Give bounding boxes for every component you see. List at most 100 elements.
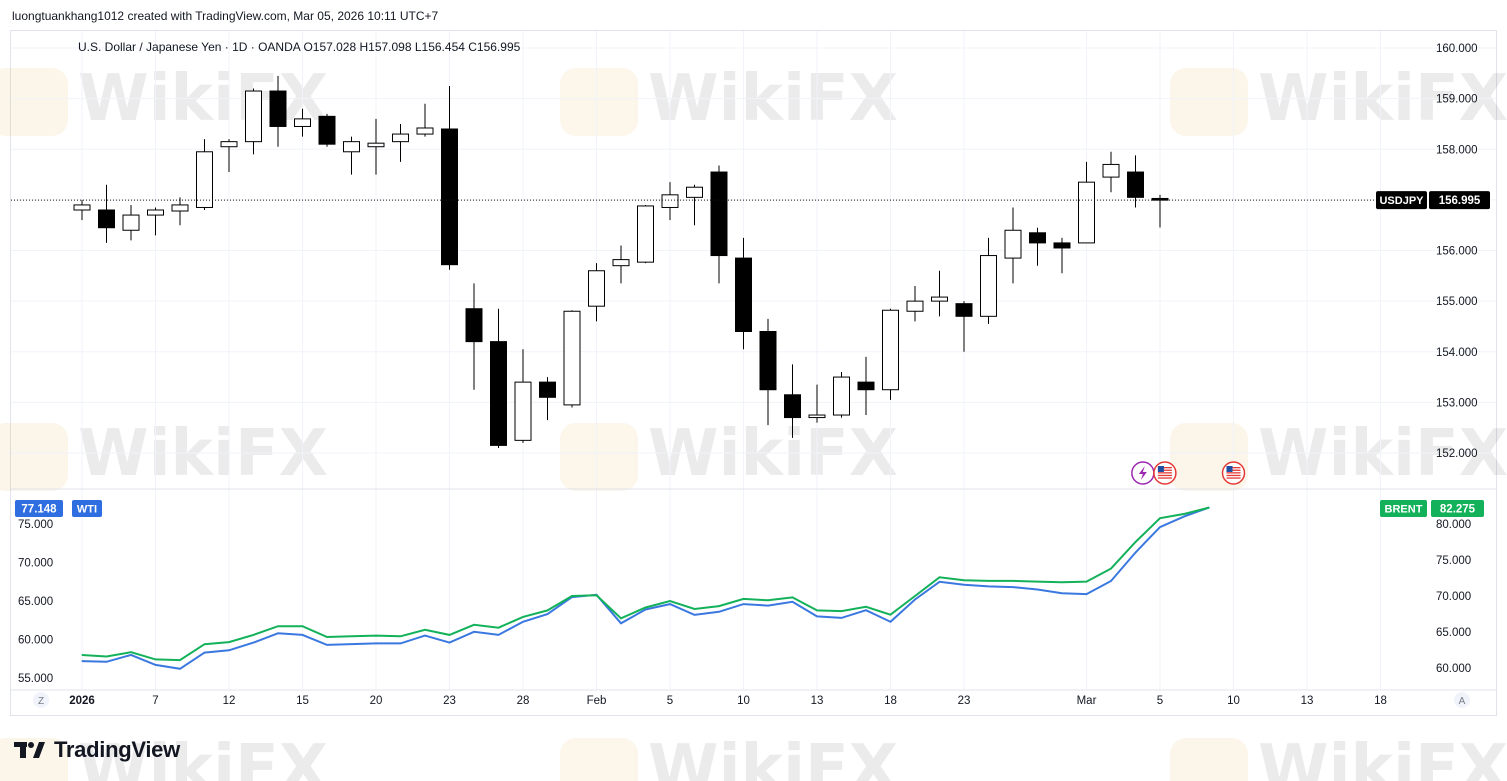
candle[interactable]	[808, 414, 826, 419]
brent-line-point	[179, 659, 181, 661]
us-flag-icon[interactable]	[1221, 461, 1246, 485]
brent-line-point	[1134, 541, 1137, 543]
watermark-badge-icon	[1170, 68, 1248, 136]
candle[interactable]	[588, 270, 605, 307]
candle[interactable]	[857, 381, 875, 391]
candle[interactable]	[612, 259, 630, 267]
price-axis-tick-label: 152.000	[1436, 448, 1478, 460]
candle[interactable]	[465, 308, 483, 343]
candle[interactable]	[637, 205, 654, 263]
brent-line-point	[301, 625, 304, 627]
candle[interactable]	[1127, 171, 1144, 198]
candle[interactable]	[196, 151, 213, 208]
candle[interactable]	[1102, 163, 1120, 178]
watermark-text: WikiFX	[78, 417, 328, 491]
candle[interactable]	[1029, 232, 1046, 244]
wti-line-point	[522, 621, 524, 623]
candle[interactable]	[980, 255, 997, 317]
candle[interactable]	[171, 204, 189, 212]
candle[interactable]	[343, 141, 360, 153]
time-axis-tick-label: Mar	[1077, 695, 1097, 707]
chart-frame	[10, 30, 1497, 716]
wti-line-point	[840, 617, 843, 619]
candle[interactable]	[122, 214, 140, 231]
watermark-badge-icon	[0, 423, 68, 491]
watermark-badge-icon	[560, 68, 638, 136]
wti-line-point	[1061, 592, 1063, 594]
wti-axis-tick-label: 65.000	[18, 596, 53, 608]
candle[interactable]	[955, 303, 973, 317]
wti-line-point	[669, 603, 671, 605]
time-axis-tick-label: 10	[737, 695, 750, 707]
candle[interactable]	[73, 204, 91, 211]
us-flag-icon-stripe	[1226, 467, 1241, 469]
candle[interactable]	[294, 118, 311, 127]
created-by-line: luongtuankhang1012 created with TradingV…	[12, 9, 439, 23]
wti-line-point	[693, 614, 696, 616]
candle[interactable]	[882, 309, 899, 391]
us-flag-icon-stripe	[1226, 474, 1241, 477]
auto-scale-button[interactable]: A	[1454, 692, 1470, 708]
candle[interactable]	[784, 394, 801, 419]
wti-line-point	[497, 634, 500, 636]
candle[interactable]	[147, 209, 164, 216]
time-axis-tick-label: 7	[152, 695, 158, 707]
price-axis-tick-label: 158.000	[1436, 144, 1478, 156]
candle[interactable]	[563, 310, 581, 406]
candle[interactable]	[392, 133, 409, 143]
candle[interactable]	[367, 142, 385, 148]
us-flag-icon-stripe	[1157, 467, 1172, 469]
wti-line-point	[179, 668, 181, 670]
candle[interactable]	[514, 381, 532, 441]
candle[interactable]	[735, 257, 752, 332]
brent-name-label: BRENT	[1385, 504, 1423, 516]
candle[interactable]	[1004, 229, 1022, 259]
symbol-label: USDJPY	[1379, 195, 1424, 207]
candle[interactable]	[906, 300, 924, 312]
brent-line-point	[742, 598, 745, 600]
candle[interactable]	[1078, 181, 1095, 244]
candle[interactable]	[710, 171, 728, 257]
candle[interactable]	[931, 296, 948, 302]
candle[interactable]	[441, 128, 458, 266]
brent-line-point	[277, 625, 279, 627]
candle[interactable]	[759, 331, 777, 391]
time-axis-tick-label: 18	[884, 695, 897, 707]
candle[interactable]	[661, 194, 679, 208]
brent-axis-tick-label: 80.000	[1436, 519, 1471, 531]
candle[interactable]	[1053, 242, 1071, 249]
candle[interactable]	[318, 115, 336, 145]
zoom-button-label: Z	[38, 696, 44, 707]
watermark-logo: WikiFX	[0, 732, 328, 781]
brent-line-point	[1036, 581, 1039, 583]
brent-line-point	[889, 614, 892, 616]
candle[interactable]	[833, 376, 850, 416]
candle[interactable]	[245, 90, 262, 143]
wti-name-label: WTI	[77, 504, 97, 516]
time-axis-tick-label: Feb	[587, 695, 607, 707]
us-flag-icon[interactable]	[1153, 461, 1177, 485]
wti-line[interactable]	[81, 506, 1210, 670]
zoom-button[interactable]: Z	[33, 692, 49, 708]
candle[interactable]	[416, 127, 434, 135]
candle[interactable]	[686, 186, 703, 198]
last-price-label: 156.995	[1439, 195, 1481, 207]
candle[interactable]	[220, 141, 238, 148]
tradingview-logo[interactable]: TradingView	[14, 737, 180, 763]
candle[interactable]	[269, 90, 287, 127]
brent-line-point	[644, 606, 647, 609]
brent-line-point	[399, 635, 402, 637]
time-axis-tick-label: 28	[517, 695, 530, 707]
lightning-icon[interactable]	[1131, 461, 1155, 485]
candle[interactable]	[98, 209, 115, 229]
wti-line-point	[399, 642, 402, 644]
candle[interactable]	[490, 341, 507, 446]
candle[interactable]	[539, 381, 556, 398]
wti-line-point	[987, 585, 990, 587]
wti-line-point	[791, 601, 794, 603]
wti-axis-tick-label: 60.000	[18, 635, 53, 647]
time-axis-tick-label: 18	[1374, 695, 1387, 707]
brent-line[interactable]	[81, 506, 1210, 662]
brent-axis-tick-label: 70.000	[1436, 591, 1471, 603]
